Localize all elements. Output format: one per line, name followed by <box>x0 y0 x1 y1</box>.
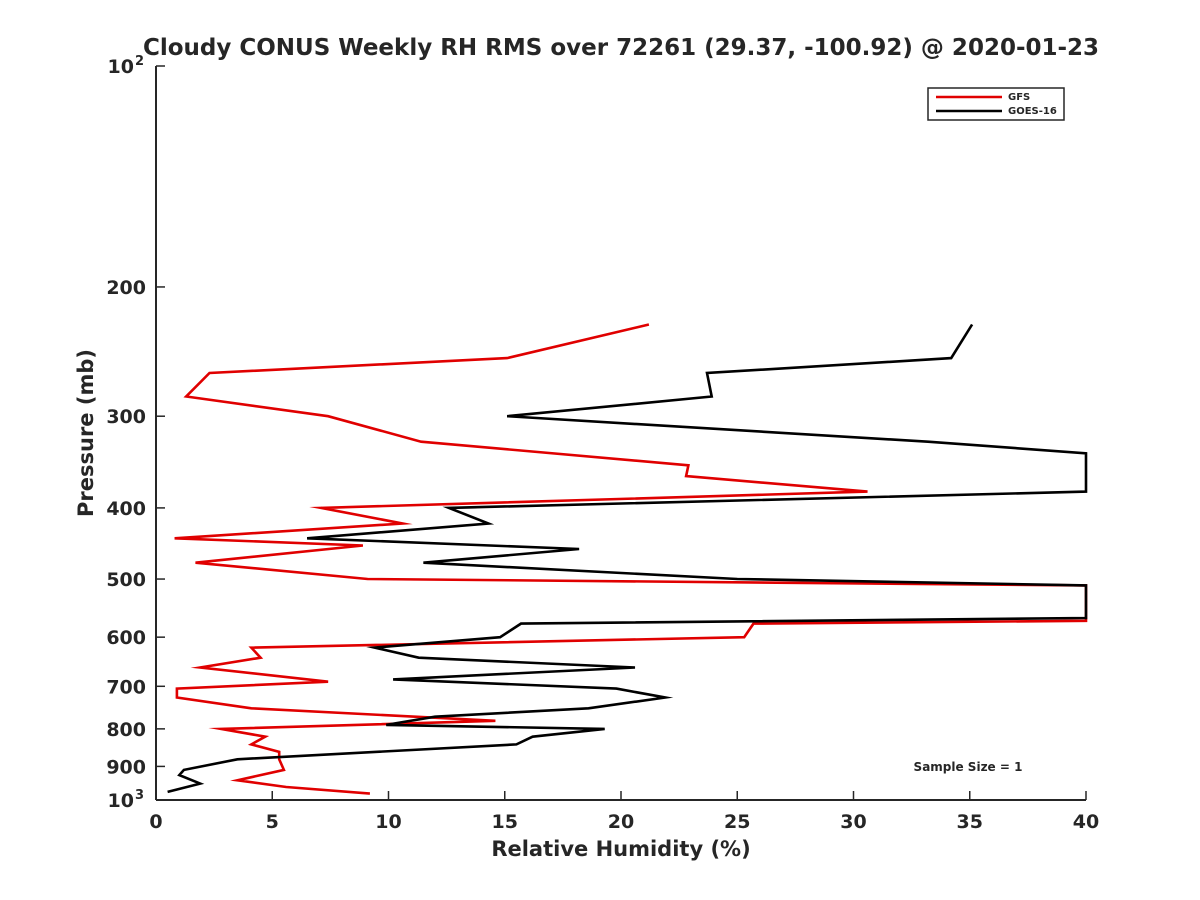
y-tick-label: 10 <box>108 790 134 812</box>
x-tick-label: 5 <box>266 811 279 833</box>
x-tick-label: 30 <box>840 811 866 833</box>
x-tick-label: 40 <box>1073 811 1099 833</box>
series-lines <box>167 323 1088 795</box>
y-tick-exponent: 3 <box>135 788 144 803</box>
series-line-gfs <box>174 323 1088 795</box>
legend-label-goes16: GOES-16 <box>1008 106 1057 117</box>
legend-box <box>927 87 1065 121</box>
y-tick-label: 300 <box>106 406 146 428</box>
y-tick-label: 500 <box>106 569 146 591</box>
plot-area: 0 5 10 15 20 25 30 35 40 200 300 400 500 600 700 800 90… <box>106 54 1099 833</box>
chart-title: Cloudy CONUS Weekly RH RMS over 72261 (2… <box>143 35 1099 61</box>
y-tick-exponent: 2 <box>135 54 144 69</box>
legend-label-gfs: GFS <box>1008 92 1030 103</box>
y-tick-label: 600 <box>106 627 146 649</box>
x-tick-label: 15 <box>492 811 518 833</box>
y-tick-label: 700 <box>106 676 146 698</box>
x-tick-label: 35 <box>957 811 983 833</box>
x-tick-label: 10 <box>375 811 401 833</box>
series-line-goes16 <box>167 323 1088 794</box>
y-tick-label: 800 <box>106 719 146 741</box>
x-tick-label: 20 <box>608 811 634 833</box>
y-axis-label: Pressure (mb) <box>74 349 98 517</box>
x-ticks: 0 5 10 15 20 25 30 35 40 <box>149 791 1099 833</box>
y-tick-label: 10 <box>108 56 134 78</box>
sample-size-annotation: Sample Size = 1 <box>914 760 1023 774</box>
x-tick-label: 0 <box>149 811 162 833</box>
x-tick-label: 25 <box>724 811 750 833</box>
y-tick-label: 400 <box>106 498 146 520</box>
y-tick-label: 900 <box>106 756 146 778</box>
legend: GFS GOES-16 <box>927 87 1065 121</box>
y-tick-label: 200 <box>106 277 146 299</box>
x-axis-label: Relative Humidity (%) <box>491 837 750 861</box>
